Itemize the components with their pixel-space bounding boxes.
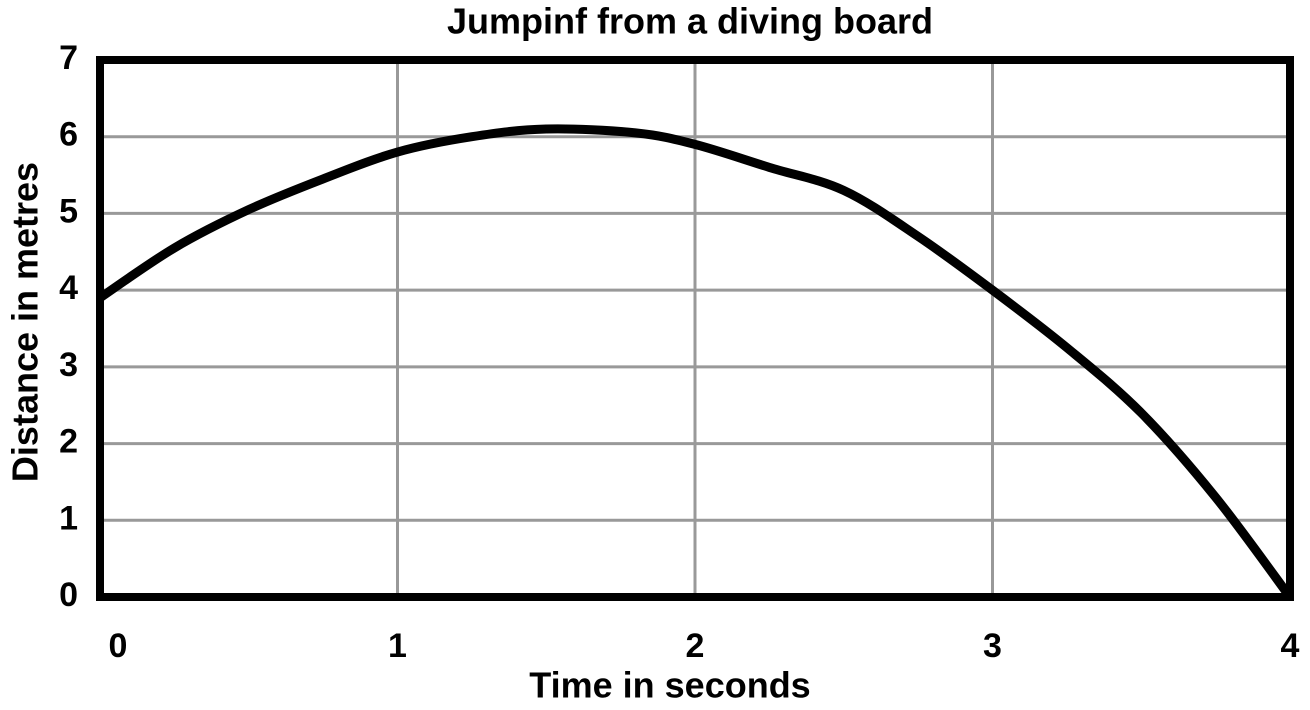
- y-tick-label: 4: [59, 269, 78, 307]
- y-tick-label: 1: [59, 499, 78, 537]
- y-tick-label: 7: [59, 39, 78, 77]
- x-tick-label: 1: [388, 627, 407, 665]
- y-tick-label: 5: [59, 192, 78, 230]
- y-tick-label: 0: [59, 576, 78, 614]
- data-line: [97, 124, 1294, 600]
- x-tick-label: 3: [983, 627, 1002, 665]
- chart-title: Jumpinf from a diving board: [447, 1, 933, 42]
- y-tick-label: 3: [59, 346, 78, 384]
- y-axis-label: Distance in metres: [5, 162, 46, 482]
- x-axis-label: Time in seconds: [529, 665, 810, 706]
- x-tick-label: 4: [1281, 627, 1300, 665]
- y-tick-label: 6: [59, 116, 78, 154]
- x-tick-label: 2: [686, 627, 705, 665]
- plot-frame: [96, 56, 1294, 601]
- y-tick-label: 2: [59, 423, 78, 461]
- x-tick-label: 0: [109, 627, 128, 665]
